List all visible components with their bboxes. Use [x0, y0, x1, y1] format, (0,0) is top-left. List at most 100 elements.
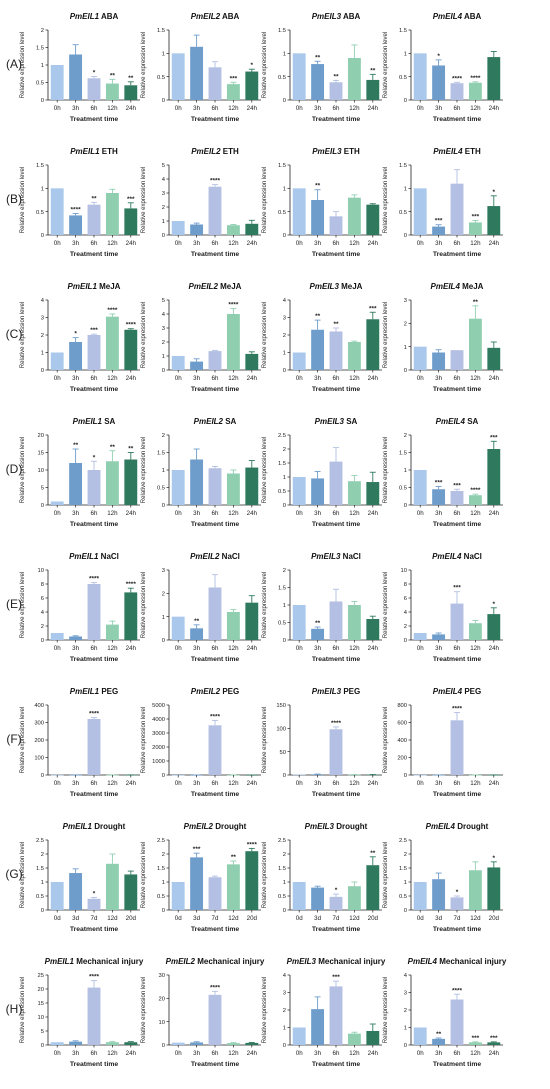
bar: [124, 208, 138, 235]
y-tick-label: 4: [41, 610, 45, 616]
bar: [69, 342, 83, 370]
y-tick-label: 5: [162, 163, 165, 169]
bar: [69, 54, 83, 100]
x-tick-label: 6h: [333, 375, 340, 382]
x-tick-label: 6h: [91, 375, 98, 382]
x-tick-label: 0h: [175, 510, 182, 517]
bar: [69, 215, 83, 235]
row-label: (A): [6, 57, 22, 71]
panel-title: PmEIL4 Drought: [426, 822, 489, 831]
panel-title-treatment: Drought: [92, 822, 126, 831]
x-tick-label: 24h: [489, 780, 500, 787]
panel-title-gene: PmEIL1: [63, 822, 93, 831]
bar: [366, 319, 380, 370]
y-tick-label: 1: [162, 880, 165, 886]
significance-label: ***: [332, 974, 340, 981]
x-axis-label: Treatment time: [312, 386, 361, 393]
x-axis-label: Treatment time: [191, 1061, 240, 1068]
y-tick-label: 3000: [152, 731, 165, 737]
y-tick-label: 1: [404, 880, 407, 886]
bar: [50, 188, 64, 235]
x-tick-label: 0d: [296, 915, 303, 922]
panel-title-gene: PmEIL3: [287, 957, 317, 966]
y-tick-label: 0: [404, 773, 407, 779]
bar: [450, 491, 464, 505]
y-tick-label: 2: [41, 852, 44, 858]
x-tick-label: 6h: [91, 780, 98, 787]
x-tick-label: 3h: [435, 375, 442, 382]
x-tick-label: 3h: [193, 105, 200, 112]
y-axis-label: Relative expression level: [383, 167, 389, 233]
bar: [468, 870, 482, 910]
bar: [208, 468, 222, 505]
bar: [208, 67, 222, 100]
x-tick-label: 12h: [228, 1050, 239, 1057]
bar: [87, 987, 101, 1045]
x-tick-label: 6h: [454, 645, 461, 652]
y-tick-label: 1: [404, 468, 407, 474]
y-tick-label: 600: [397, 721, 407, 727]
panel-title-treatment: NaCl: [219, 552, 239, 561]
x-tick-label: 12h: [107, 510, 118, 517]
x-tick-label: 24h: [489, 645, 500, 652]
x-axis-label: Treatment time: [70, 521, 119, 528]
y-tick-label: 0.5: [278, 210, 286, 216]
x-tick-label: 6h: [212, 1050, 219, 1057]
x-tick-label: 0h: [417, 105, 424, 112]
x-tick-label: 6h: [91, 510, 98, 517]
x-tick-label: 6h: [91, 1050, 98, 1057]
bar: [124, 329, 138, 370]
bar: [292, 605, 306, 640]
significance-label: *: [93, 70, 96, 77]
y-axis-label: Relative expression level: [141, 572, 147, 638]
significance-label: **: [436, 1031, 442, 1038]
bar: [311, 64, 325, 100]
bar: [190, 46, 204, 100]
x-axis-label: Treatment time: [312, 521, 361, 528]
x-tick-label: 12h: [470, 510, 481, 517]
bar: [292, 188, 306, 235]
significance-label: **: [370, 67, 376, 74]
y-axis-label: Relative expression level: [141, 437, 147, 503]
x-axis-label: Treatment time: [433, 791, 482, 798]
significance-label: ****: [126, 322, 137, 329]
x-tick-label: 0h: [296, 105, 303, 112]
x-tick-label: 12h: [349, 375, 360, 382]
x-tick-label: 12d: [349, 915, 360, 922]
x-tick-label: 24h: [247, 510, 258, 517]
x-axis-label: Treatment time: [191, 656, 240, 663]
x-tick-label: 12h: [470, 1050, 481, 1057]
panel-title-gene: PmEIL1: [70, 687, 100, 696]
significance-label: ****: [228, 301, 239, 308]
y-axis-label: Relative expression level: [383, 572, 389, 638]
x-tick-label: 6h: [333, 510, 340, 517]
panel-title: PmEIL2 ABA: [191, 12, 240, 21]
y-axis-label: Relative expression level: [262, 842, 268, 908]
bar: [87, 470, 101, 505]
y-tick-label: 1: [283, 351, 286, 357]
panel-title-gene: PmEIL1: [70, 147, 100, 156]
significance-label: ***: [193, 846, 201, 853]
panel-title: PmEIL3 Drought: [305, 822, 368, 831]
bar: [329, 331, 343, 370]
x-tick-label: 12h: [470, 375, 481, 382]
x-tick-label: 3h: [435, 1050, 442, 1057]
panel-title: PmEIL1 Mechanical injury: [45, 957, 144, 966]
bar: [292, 774, 306, 776]
bar: [105, 316, 119, 370]
significance-label: ***: [490, 1035, 498, 1042]
y-tick-label: 0: [162, 638, 165, 644]
bar: [245, 353, 259, 370]
significance-label: ***: [453, 482, 461, 489]
x-tick-label: 6h: [212, 105, 219, 112]
x-tick-label: 7d: [454, 915, 461, 922]
bar: [50, 1042, 64, 1045]
significance-label: *: [74, 331, 77, 338]
panel-title: PmEIL1 ETH: [70, 147, 118, 156]
significance-label: **: [128, 75, 134, 82]
bar: [190, 224, 204, 235]
x-tick-label: 0h: [175, 780, 182, 787]
bar: [432, 1038, 446, 1045]
x-tick-label: 0h: [296, 645, 303, 652]
